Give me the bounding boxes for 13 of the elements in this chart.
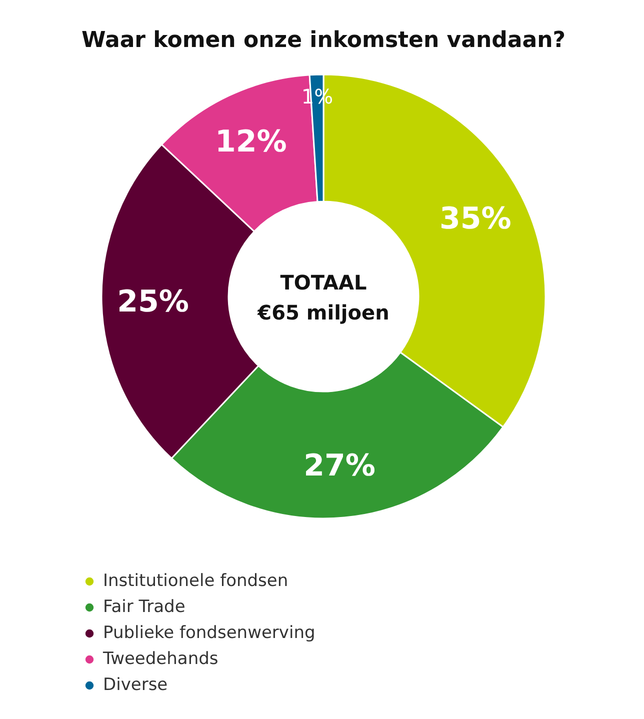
legend-label: Fair Trade [103, 597, 186, 617]
data-label: 25% [117, 284, 189, 320]
data-label: 27% [304, 448, 376, 484]
text: TOTAAL [280, 270, 367, 294]
data-label: 12% [215, 124, 287, 160]
legend-label: Tweedehands [103, 649, 218, 669]
data-label: 1% [301, 84, 334, 109]
legend-label: Diverse [103, 675, 168, 695]
chart-title: Waar komen onze inkomsten vandaan? [81, 28, 566, 53]
text: €65 miljoen [256, 300, 390, 324]
legend-label: Institutionele fondsen [103, 571, 288, 591]
data-label: 35% [440, 202, 512, 237]
legend-label: Publieke fondsenwerving [103, 623, 316, 643]
